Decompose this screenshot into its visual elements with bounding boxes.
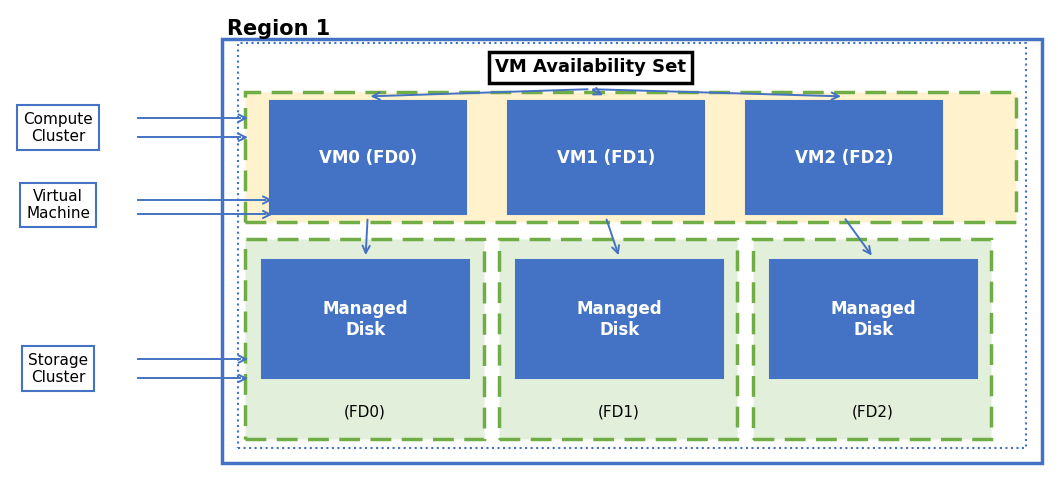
FancyBboxPatch shape [270, 101, 466, 214]
Text: (FD0): (FD0) [344, 404, 385, 420]
FancyBboxPatch shape [516, 260, 723, 378]
Text: (FD2): (FD2) [852, 404, 893, 420]
Text: Managed
Disk: Managed Disk [577, 300, 662, 339]
FancyBboxPatch shape [770, 260, 977, 378]
FancyBboxPatch shape [245, 239, 484, 439]
Text: VM2 (FD2): VM2 (FD2) [795, 149, 893, 167]
Text: (FD1): (FD1) [598, 404, 639, 420]
FancyBboxPatch shape [499, 239, 737, 439]
Text: Managed
Disk: Managed Disk [831, 300, 916, 339]
FancyBboxPatch shape [746, 101, 942, 214]
FancyBboxPatch shape [753, 239, 991, 439]
FancyBboxPatch shape [245, 92, 1016, 222]
Text: VM0 (FD0): VM0 (FD0) [318, 149, 417, 167]
Text: Compute
Cluster: Compute Cluster [23, 111, 93, 144]
Text: Storage
Cluster: Storage Cluster [29, 352, 88, 385]
FancyBboxPatch shape [262, 260, 469, 378]
Text: Virtual
Machine: Virtual Machine [26, 188, 90, 221]
Text: Region 1: Region 1 [227, 19, 331, 39]
FancyBboxPatch shape [222, 39, 1042, 463]
FancyBboxPatch shape [508, 101, 704, 214]
Text: VM Availability Set: VM Availability Set [495, 58, 686, 77]
Text: Managed
Disk: Managed Disk [323, 300, 408, 339]
Text: VM1 (FD1): VM1 (FD1) [557, 149, 655, 167]
